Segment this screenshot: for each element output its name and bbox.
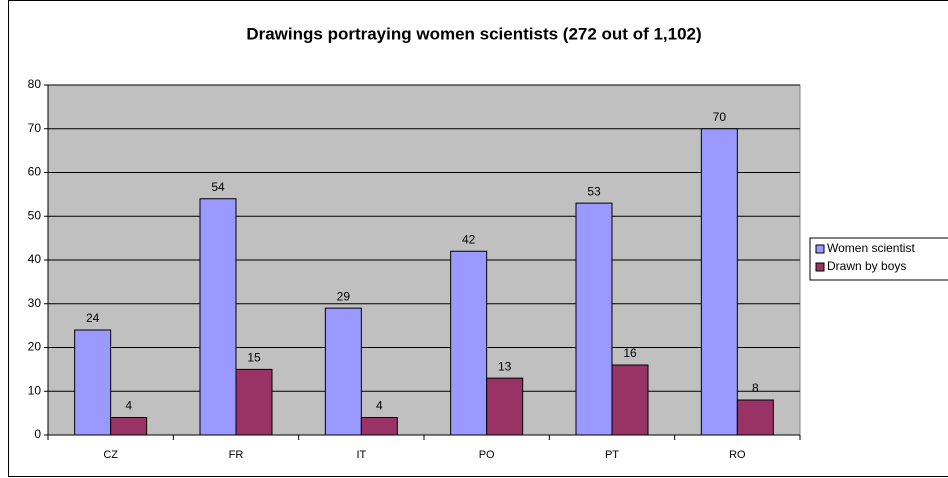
y-tick-label: 80 xyxy=(28,77,42,91)
x-tick-label: RO xyxy=(729,449,746,461)
y-tick-label: 40 xyxy=(28,252,42,266)
value-label: 29 xyxy=(337,289,351,303)
x-tick-label: IT xyxy=(356,449,366,461)
value-label: 70 xyxy=(713,110,727,124)
value-label: 42 xyxy=(462,232,476,246)
value-label: 4 xyxy=(125,399,132,413)
bar xyxy=(700,128,738,436)
value-label: 13 xyxy=(498,359,512,373)
bar xyxy=(736,399,774,436)
bar xyxy=(199,198,237,436)
bar xyxy=(575,202,613,436)
bar xyxy=(450,250,488,436)
x-tick-label: FR xyxy=(229,449,244,461)
bar xyxy=(611,364,649,436)
value-label: 24 xyxy=(86,311,100,325)
value-label: 4 xyxy=(376,399,383,413)
bar xyxy=(324,307,362,436)
y-tick-label: 0 xyxy=(34,427,41,441)
legend-swatch xyxy=(815,262,825,272)
legend-label: Women scientist xyxy=(827,241,915,255)
value-label: 15 xyxy=(247,351,261,365)
bar xyxy=(360,417,398,436)
legend-label: Drawn by boys xyxy=(827,259,906,273)
value-label: 54 xyxy=(211,180,225,194)
bar xyxy=(110,417,148,436)
legend-swatch xyxy=(815,244,825,254)
y-tick-label: 70 xyxy=(28,121,42,135)
value-label: 8 xyxy=(752,381,759,395)
y-tick-label: 20 xyxy=(28,340,42,354)
value-label: 16 xyxy=(623,346,637,360)
value-label: 53 xyxy=(587,184,601,198)
y-tick-label: 10 xyxy=(28,383,42,397)
bar xyxy=(74,329,112,436)
bar xyxy=(486,377,524,436)
legend-box xyxy=(809,237,948,281)
chart-title: Drawings portraying women scientists (27… xyxy=(246,24,701,43)
x-tick-label: PO xyxy=(479,449,495,461)
x-tick-label: PT xyxy=(605,449,619,461)
y-tick-label: 50 xyxy=(28,208,42,222)
y-tick-label: 60 xyxy=(28,165,42,179)
x-tick-label: CZ xyxy=(103,449,118,461)
bar xyxy=(235,368,273,436)
y-tick-label: 30 xyxy=(28,296,42,310)
